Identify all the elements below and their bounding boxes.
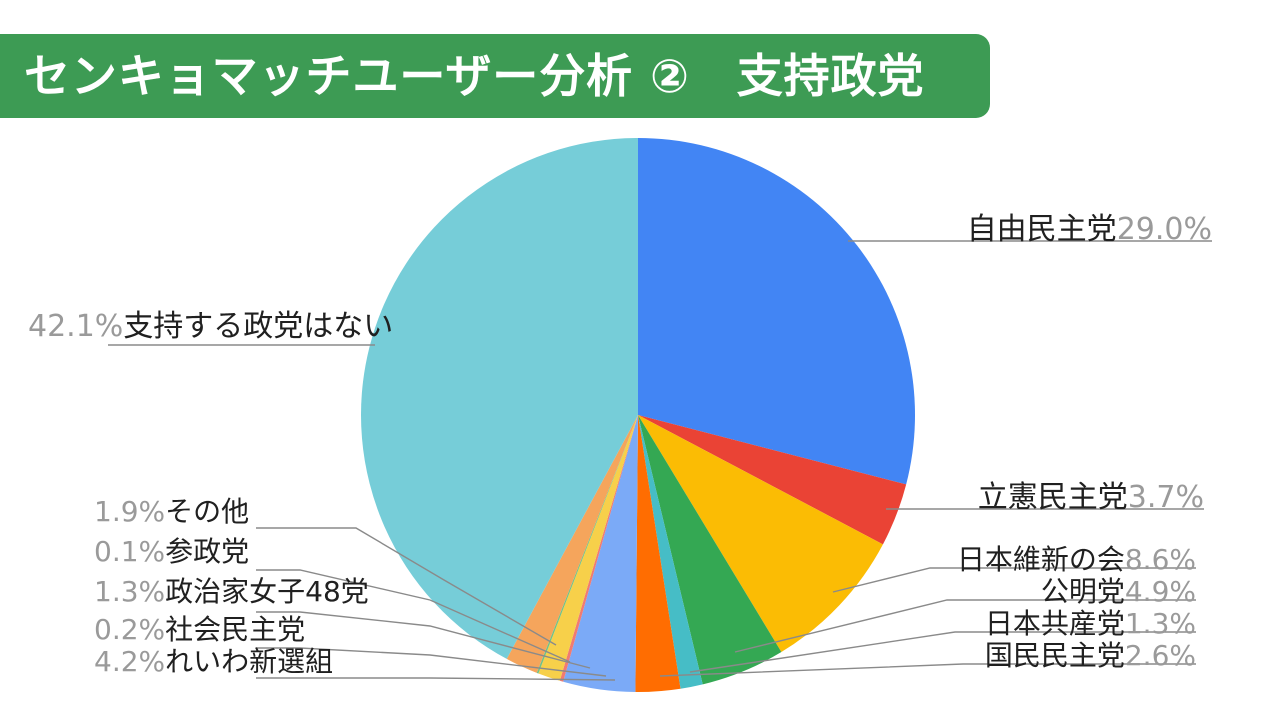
leader-line-sanseito	[256, 569, 571, 663]
pie-slice	[559, 415, 638, 682]
label-komeito: 公明党4.9%	[780, 575, 1196, 608]
pie-slice	[638, 415, 782, 685]
label-ishin-name: 日本維新の会	[956, 543, 1125, 576]
label-sanseito-name: 参政党	[165, 535, 250, 568]
label-jiyuminshuto: 自由民主党29.0%	[760, 212, 1212, 247]
page-title: センキョマッチユーザー分析 ② 支持政党	[24, 49, 925, 103]
leader-line-reiwa	[256, 677, 616, 681]
pie-slice	[638, 138, 915, 485]
label-sanseito: 0.1%参政党	[94, 535, 250, 568]
label-seijika48: 1.3%政治家女子48党	[94, 575, 369, 608]
label-sonota-name: その他	[165, 495, 250, 528]
leader-line-kyosanto	[689, 631, 1196, 673]
label-jiyuminshuto-name: 自由民主党	[966, 212, 1117, 247]
label-reiwa-name: れいわ新選組	[165, 645, 334, 678]
pie-slice	[638, 415, 907, 545]
label-kokuminminshuto-name: 国民民主党	[984, 639, 1125, 672]
label-rikkenminshuto-pct: 3.7%	[1127, 480, 1204, 515]
leader-line-komeito	[734, 599, 1196, 653]
pie-slice	[635, 415, 681, 693]
label-rikkenminshuto: 立憲民主党3.7%	[760, 480, 1204, 515]
label-shaminto-pct: 0.2%	[94, 613, 166, 646]
leader-line-kokuminminshuto	[659, 663, 1196, 677]
label-shaminto: 0.2%社会民主党	[94, 613, 306, 646]
label-ishin: 日本維新の会8.6%	[780, 543, 1196, 576]
label-reiwa: 4.2%れいわ新選組	[94, 645, 334, 678]
label-shijinashi: 42.1%支持する政党はない	[28, 309, 394, 344]
pie-slice	[563, 415, 638, 692]
label-kyosanto-pct: 1.3%	[1124, 607, 1196, 640]
label-sonota: 1.9%その他	[94, 495, 250, 528]
label-seijika48-name: 政治家女子48党	[165, 575, 369, 608]
title-banner: センキョマッチユーザー分析 ② 支持政党	[0, 34, 990, 118]
pie-slice	[361, 138, 638, 659]
leader-line-shaminto	[256, 647, 607, 677]
label-reiwa-pct: 4.2%	[94, 645, 166, 678]
pie-slice	[638, 415, 703, 689]
label-jiyuminshuto-pct: 29.0%	[1116, 212, 1212, 247]
leader-line-seijika48	[256, 611, 591, 669]
label-kokuminminshuto-pct: 2.6%	[1124, 639, 1196, 672]
pie-slice	[538, 415, 638, 681]
pie-slice-group	[361, 138, 915, 693]
label-kokuminminshuto: 国民民主党2.6%	[780, 639, 1196, 672]
pie-slice	[638, 415, 883, 653]
label-komeito-name: 公明党	[1040, 575, 1125, 608]
label-komeito-pct: 4.9%	[1124, 575, 1196, 608]
label-shijinashi-name: 支持する政党はない	[123, 309, 394, 344]
label-seijika48-pct: 1.3%	[94, 575, 166, 608]
leader-line-sonota	[256, 527, 557, 646]
label-kyosanto-name: 日本共産党	[984, 607, 1125, 640]
leader-line-ishin	[832, 567, 1196, 593]
label-shaminto-name: 社会民主党	[165, 613, 306, 646]
label-rikkenminshuto-name: 立憲民主党	[977, 480, 1128, 515]
pie-slice	[536, 415, 638, 674]
pie-slice	[506, 415, 638, 673]
label-ishin-pct: 8.6%	[1124, 543, 1196, 576]
label-kyosanto: 日本共産党1.3%	[780, 607, 1196, 640]
label-sanseito-pct: 0.1%	[94, 535, 166, 568]
label-shijinashi-pct: 42.1%	[28, 309, 124, 344]
label-sonota-pct: 1.9%	[94, 495, 166, 528]
leader-line-group	[108, 240, 1212, 681]
